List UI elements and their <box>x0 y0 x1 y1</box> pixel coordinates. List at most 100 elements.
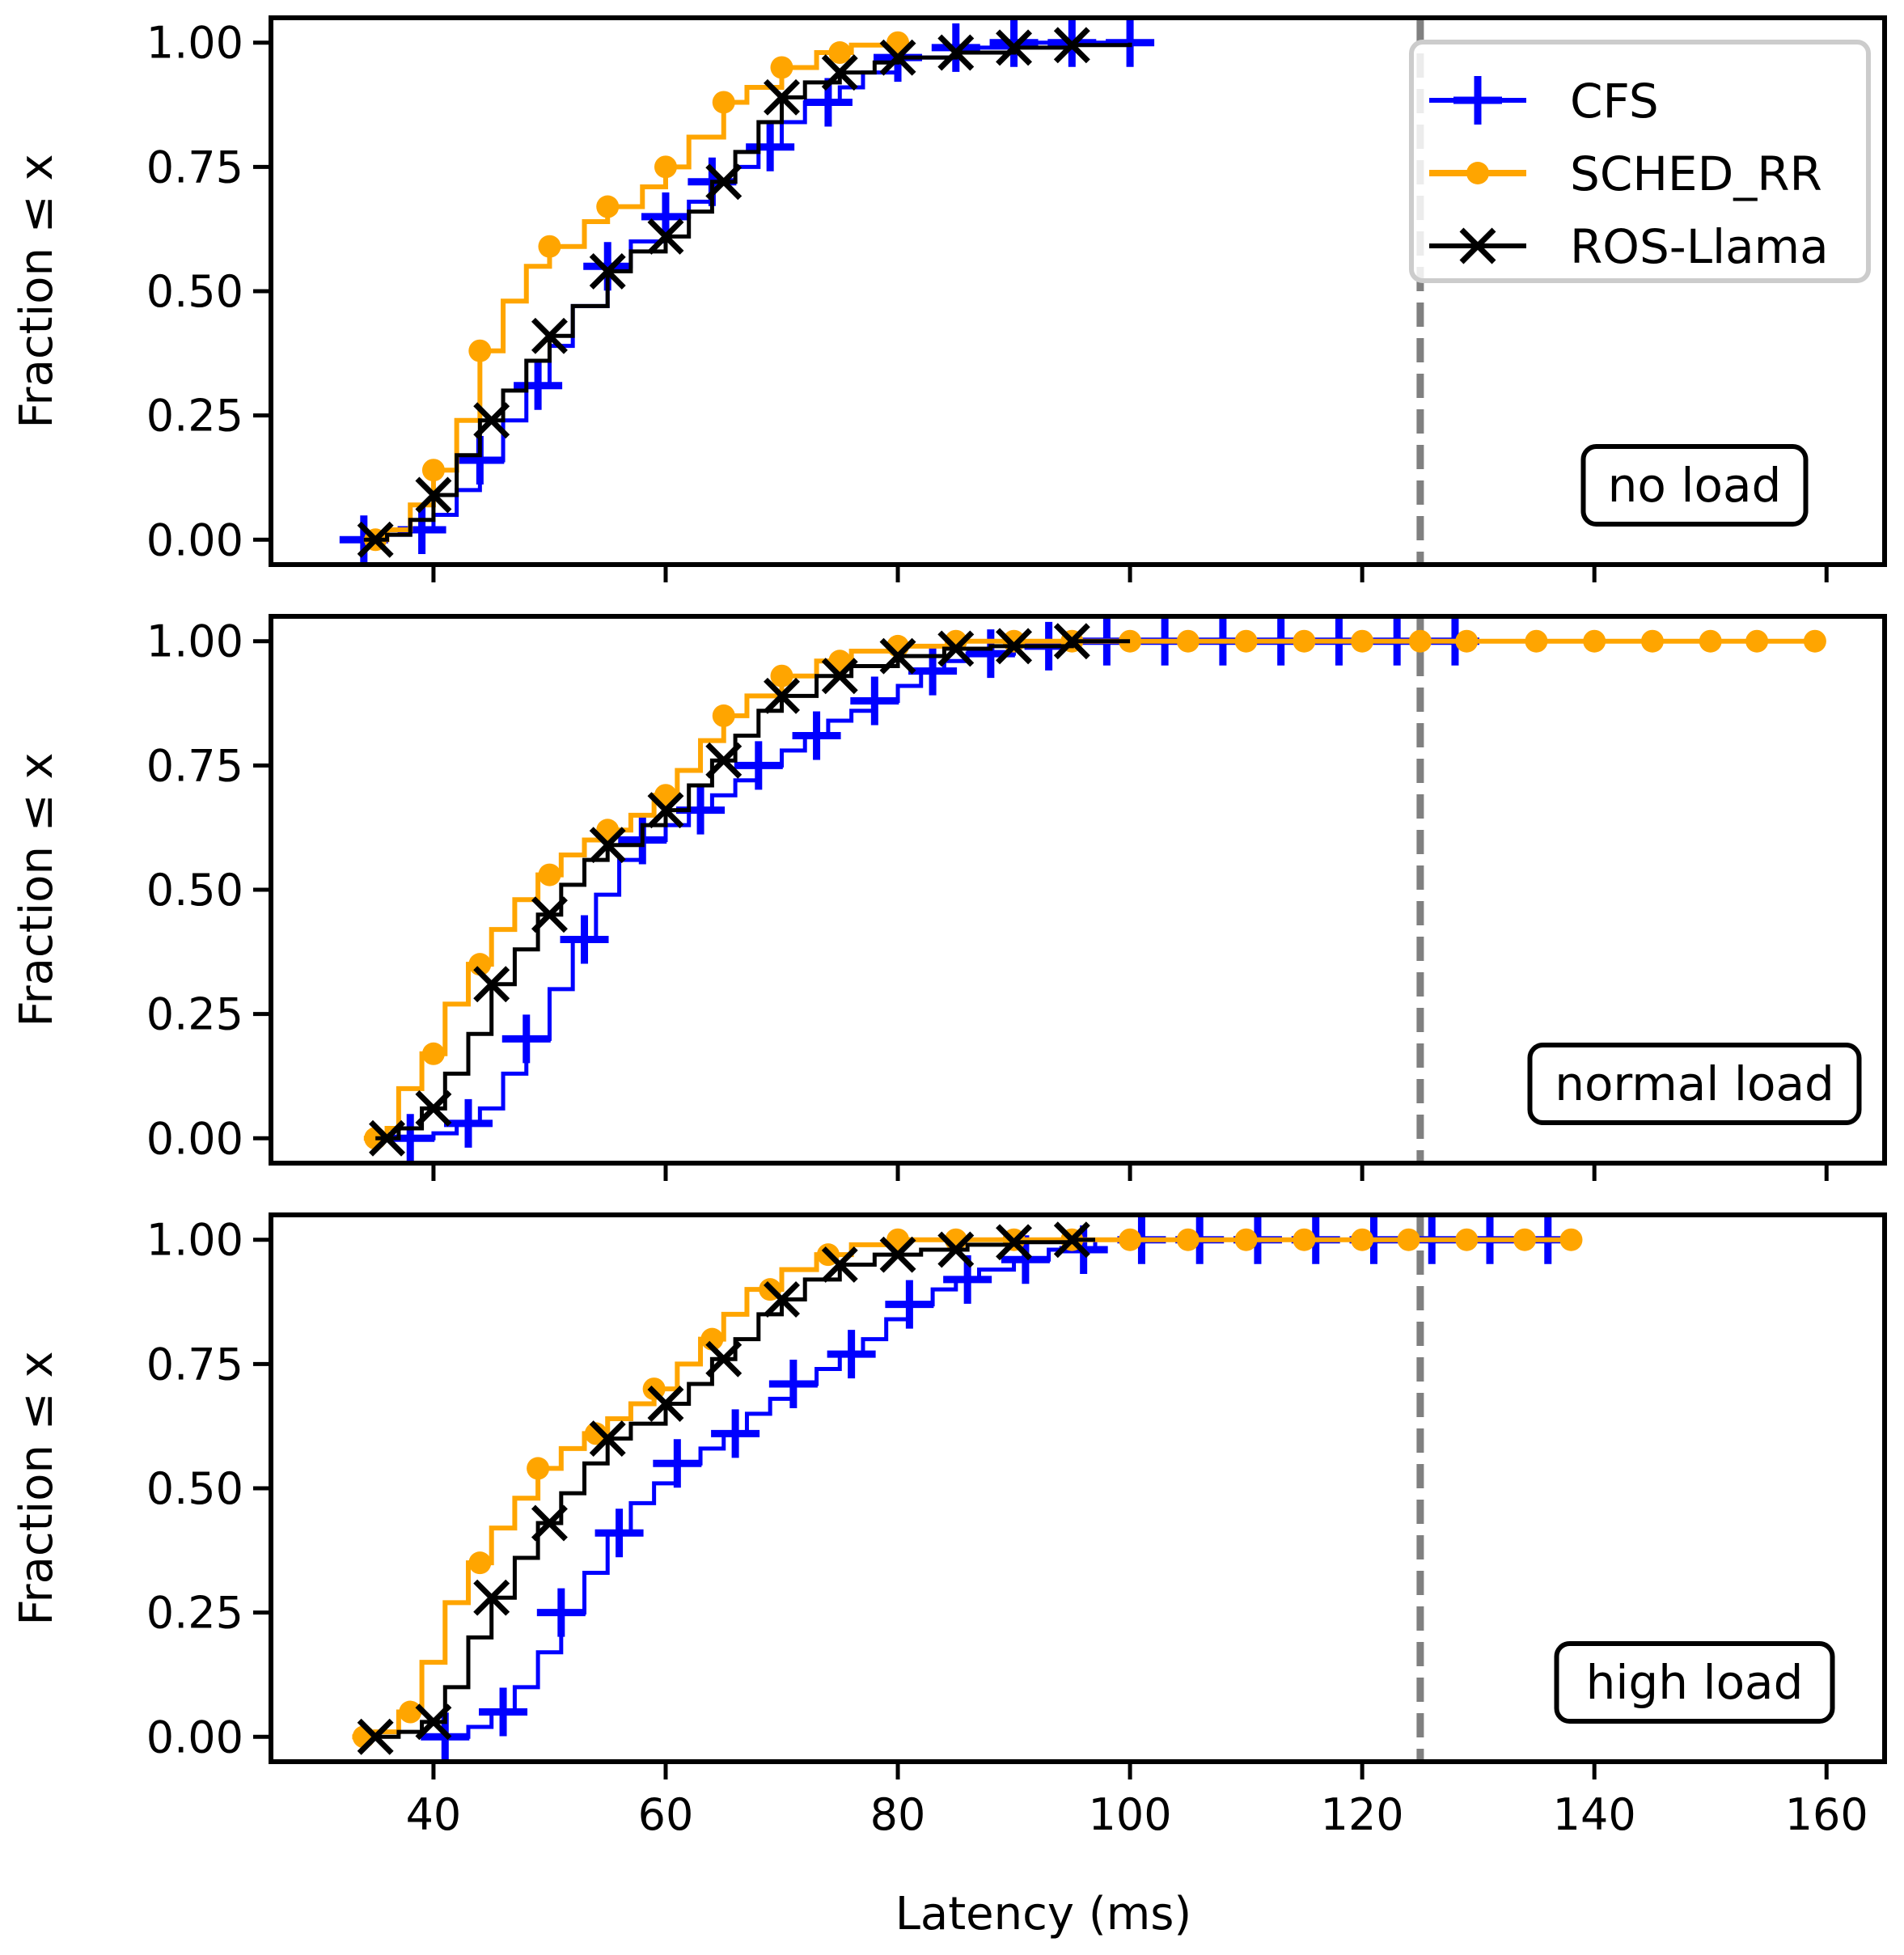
marker-ros-llama <box>357 521 394 558</box>
marker-sched-rr <box>1525 629 1548 653</box>
x-tick-label: 160 <box>1785 1789 1868 1840</box>
marker-ros-llama <box>764 677 800 714</box>
x-tick-label: 60 <box>638 1789 694 1840</box>
marker-sched-rr <box>1455 1228 1479 1251</box>
marker-cfs <box>989 18 1039 67</box>
marker-ros-llama <box>589 252 626 290</box>
legend-label: ROS-Llama <box>1570 219 1829 274</box>
series-line-cfs <box>387 639 1455 1140</box>
marker-sched-rr <box>1513 1228 1537 1251</box>
marker-ros-llama <box>879 39 916 76</box>
x-tick-label: 120 <box>1321 1789 1404 1840</box>
marker-ros-llama <box>1053 623 1090 660</box>
marker-ros-llama <box>531 896 568 933</box>
marker-sched-rr <box>421 459 445 482</box>
marker-sched-rr <box>1583 629 1606 653</box>
marker-ros-llama <box>764 78 800 116</box>
marker-sched-rr <box>712 91 735 114</box>
marker-ros-llama <box>821 54 858 91</box>
marker-sched-rr <box>1455 629 1479 653</box>
marker-sched-rr <box>1176 629 1200 653</box>
marker-sched-rr <box>1640 629 1664 653</box>
panel-label-high-load: high load <box>1554 1641 1835 1724</box>
marker-cfs <box>746 122 795 171</box>
marker-sched-rr <box>1234 1228 1258 1251</box>
plot-area <box>363 616 1826 1163</box>
marker-cfs <box>479 1687 528 1737</box>
plot-area <box>352 1215 1583 1762</box>
y-tick-label: 1.00 <box>146 1215 243 1266</box>
marker-ros-llama <box>415 1090 452 1127</box>
marker-sched-rr <box>1234 629 1258 653</box>
marker-ros-llama <box>531 1504 568 1542</box>
marker-sched-rr <box>712 704 735 727</box>
marker-ros-llama <box>1053 27 1090 64</box>
marker-ros-llama <box>1053 1221 1090 1259</box>
marker-ros-llama <box>415 1703 452 1741</box>
marker-sched-rr <box>421 1042 445 1065</box>
y-tick-label: 0.00 <box>146 514 243 565</box>
marker-ros-llama <box>473 966 510 1003</box>
marker-sched-rr <box>654 155 677 179</box>
panel-normal-load: 0.00 0.25 0.50 0.75 1.00 Fraction ≤ x normal l… <box>11 614 1887 1181</box>
marker-sched-rr <box>1699 629 1722 653</box>
legend-label: CFS <box>1570 74 1659 129</box>
marker-cfs <box>560 915 609 964</box>
panel-label-normal-load: normal load <box>1527 1043 1862 1125</box>
marker-sched-rr <box>1745 629 1769 653</box>
marker-cfs <box>827 1330 876 1379</box>
marker-ros-llama <box>764 1280 800 1318</box>
marker-ros-llama <box>937 34 975 71</box>
y-axis-label: Fraction ≤ x <box>11 752 63 1026</box>
legend-item-sched-rr: SCHED_RR <box>1429 146 1822 201</box>
marker-ros-llama <box>531 317 568 354</box>
marker-sched-rr <box>1408 629 1432 653</box>
marker-sched-rr <box>828 41 852 65</box>
axes-frame <box>269 1212 1887 1764</box>
marker-cfs <box>514 361 563 410</box>
marker-sched-rr <box>538 863 561 887</box>
legend-item-cfs: CFS <box>1429 74 1659 129</box>
marker-ros-llama <box>357 1718 394 1755</box>
marker-sched-rr <box>770 664 793 688</box>
marker-cfs <box>885 1280 934 1329</box>
y-tick-label: 0.00 <box>146 1712 243 1762</box>
legend-marker <box>1453 76 1502 125</box>
marker-sched-rr <box>1119 1228 1142 1251</box>
y-tick-label: 0.25 <box>146 989 243 1040</box>
series-line-cfs <box>445 1238 1548 1739</box>
panel-label-text: no load <box>1608 458 1782 513</box>
marker-ros-llama <box>879 637 916 675</box>
y-tick-label: 0.00 <box>146 1113 243 1164</box>
marker-ros-llama <box>369 1119 405 1157</box>
series-line-sched-rr <box>352 1237 1572 1740</box>
panel-label-box <box>1527 1043 1862 1125</box>
marker-ros-llama <box>937 1231 975 1268</box>
marker-ros-llama <box>705 163 743 201</box>
legend-item-ros-llama: ROS-Llama <box>1429 219 1829 274</box>
y-tick-label: 0.75 <box>146 142 243 193</box>
marker-cfs <box>501 1014 551 1064</box>
marker-ros-llama <box>879 1236 916 1273</box>
marker-cfs <box>594 1509 644 1558</box>
marker-sched-rr <box>1176 1228 1200 1251</box>
y-axis-label: Fraction ≤ x <box>11 1351 63 1625</box>
marker-ros-llama <box>589 1420 626 1458</box>
marker-ros-llama <box>705 1340 743 1377</box>
legend-marker <box>1466 162 1489 184</box>
x-tick-label: 140 <box>1553 1789 1636 1840</box>
panel-high-load: 0.00 0.25 0.50 0.75 1.00 Fraction ≤ x 40 60 80 10… <box>11 1212 1887 1840</box>
marker-cfs <box>536 1588 586 1637</box>
marker-sched-rr <box>1559 1228 1583 1251</box>
y-tick-label: 1.00 <box>146 18 243 69</box>
marker-sched-rr <box>1397 1228 1420 1251</box>
marker-ros-llama <box>589 827 626 864</box>
panel-label-box <box>1580 444 1809 527</box>
legend: CFS SCHED_RR ROS-Llama <box>1409 40 1871 283</box>
marker-ros-llama <box>996 628 1033 665</box>
marker-cfs <box>931 23 980 72</box>
y-tick-label: 0.50 <box>146 865 243 916</box>
y-tick-label: 0.25 <box>146 1588 243 1639</box>
